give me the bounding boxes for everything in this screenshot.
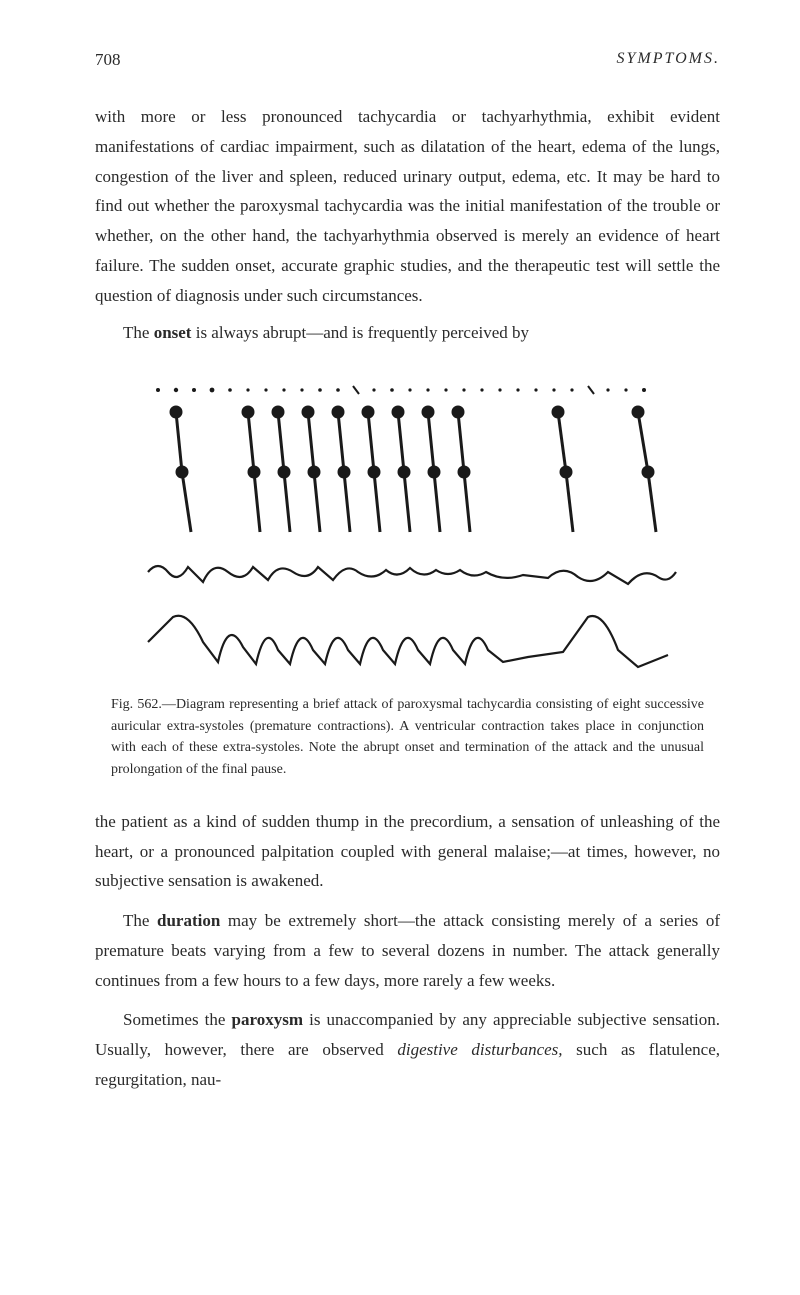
figure-562 (95, 372, 720, 682)
p2-pre: The (123, 323, 154, 342)
page-number: 708 (95, 50, 121, 70)
paragraph-1: with more or less pronounced tachycardia… (95, 102, 720, 310)
p5-bold: paroxysm (232, 1010, 303, 1029)
p2-bold: onset (154, 323, 192, 342)
figure-caption: Fig. 562.—Diagram representing a brief a… (111, 694, 704, 781)
figure-svg (128, 372, 688, 682)
running-title: SYMPTOMS. (617, 50, 721, 70)
p4-pre: The (123, 911, 157, 930)
wave-top (148, 566, 676, 584)
page-header: 708 SYMPTOMS. (95, 50, 720, 70)
p2-post: is always abrupt—and is frequently perce… (191, 323, 529, 342)
wave-bottom (148, 616, 668, 667)
p5-pre: Sometimes the (123, 1010, 232, 1029)
p5-italic: digestive disturbances, (397, 1040, 562, 1059)
caption-text: Diagram representing a brief attack of p… (111, 697, 704, 777)
paragraph-4: The duration may be extremely short—the … (95, 906, 720, 995)
caption-label: Fig. 562.— (111, 697, 176, 712)
paragraph-5: Sometimes the paroxysm is unaccompanied … (95, 1005, 720, 1094)
paragraph-2: The onset is always abrupt—and is freque… (95, 318, 720, 348)
spike-waveforms (171, 407, 656, 532)
dot-row (156, 386, 646, 394)
paragraph-3: the patient as a kind of sudden thump in… (95, 807, 720, 896)
p4-bold: duration (157, 911, 220, 930)
